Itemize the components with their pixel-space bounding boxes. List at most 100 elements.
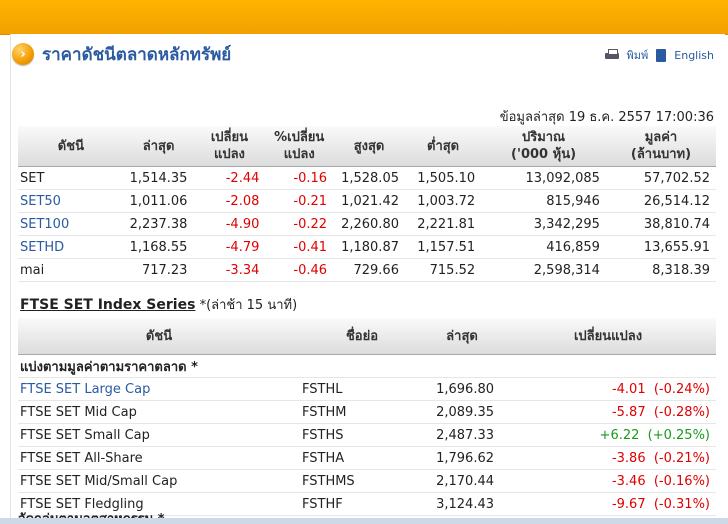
ftse-last: 2,170.44 bbox=[424, 469, 500, 493]
table-row: SETHD 1,168.55 -4.79 -0.41 1,180.87 1,157.51 4… bbox=[18, 235, 716, 259]
ftse-symbol: FSTHMS bbox=[300, 469, 424, 493]
cell-vol: 815,946 bbox=[481, 189, 606, 213]
column-header: มูลค่า (ล้านบาท) bbox=[605, 126, 716, 167]
ftse-change: +6.22 (+0.25%) bbox=[500, 423, 716, 447]
cell-high: 1,180.87 bbox=[333, 235, 405, 259]
print-link[interactable]: พิมพ์ bbox=[626, 49, 649, 62]
column-header: สูงสุด bbox=[333, 126, 405, 167]
column-header-line2: (ล้านบาท) bbox=[630, 147, 692, 162]
cell-pct: -0.22 bbox=[265, 212, 334, 236]
ftse-index-name: FTSE SET All-Share bbox=[18, 446, 300, 470]
table-row: SET100 2,237.38 -4.90 -0.22 2,260.80 2,221.81… bbox=[18, 212, 716, 236]
ftse-change: -9.67 (-0.31%) bbox=[500, 492, 716, 516]
horizontal-scrollbar[interactable] bbox=[0, 518, 728, 524]
table-row: mai 717.23 -3.34 -0.46 729.66 715.52 2,598,314… bbox=[18, 258, 716, 282]
index-name: SET bbox=[18, 166, 124, 190]
cell-last: 717.23 bbox=[123, 258, 194, 282]
cell-pct: -0.41 bbox=[265, 235, 334, 259]
cell-chg: -2.08 bbox=[193, 189, 266, 213]
table-row: FTSE SET All-Share FSTHA 1,796.62 -3.86 (-0… bbox=[18, 446, 716, 470]
ftse-symbol: FSTHF bbox=[300, 492, 424, 516]
ftse-section-heading: FTSE SET Index Series *(ล่าช้า 15 นาที) bbox=[20, 294, 297, 315]
ftse-table: ดัชนี ชื่อย่อ ล่าสุด เปลี่ยนแปลง แบ่งตามมูล… bbox=[18, 318, 716, 516]
ftse-symbol: FSTHS bbox=[300, 423, 424, 447]
column-header: ล่าสุด bbox=[123, 126, 194, 167]
index-name[interactable]: SETHD bbox=[18, 235, 124, 259]
ftse-last: 1,696.80 bbox=[424, 377, 500, 401]
ftse-group-label: แบ่งตามมูลค่าตามราคาตลาด * bbox=[18, 354, 716, 378]
cell-vol: 2,598,314 bbox=[481, 258, 606, 282]
ftse-change-percent: (-0.21%) bbox=[653, 450, 710, 466]
table-row: SET50 1,011.06 -2.08 -0.21 1,021.42 1,003.72 8… bbox=[18, 189, 716, 213]
ftse-column-header: ชื่อย่อ bbox=[300, 318, 424, 355]
ftse-index-name: FTSE SET Mid/Small Cap bbox=[18, 469, 300, 493]
column-header: ปริมาณ ('000 หุ้น) bbox=[481, 126, 606, 167]
ftse-change-value: -3.86 bbox=[611, 450, 646, 466]
cell-pct: -0.16 bbox=[265, 166, 334, 190]
ftse-index-name: FTSE SET Fledgling bbox=[18, 492, 300, 516]
ftse-last: 2,089.35 bbox=[424, 400, 500, 424]
index-name: mai bbox=[18, 258, 124, 282]
cell-high: 1,021.42 bbox=[333, 189, 405, 213]
ftse-last: 1,796.62 bbox=[424, 446, 500, 470]
ftse-change-value: +6.22 bbox=[599, 427, 640, 443]
ftse-change-value: -4.01 bbox=[611, 381, 646, 397]
cell-low: 715.52 bbox=[404, 258, 482, 282]
ftse-change-percent: (+0.25%) bbox=[647, 427, 710, 443]
cell-chg: -4.79 bbox=[193, 235, 266, 259]
ftse-change-percent: (-0.31%) bbox=[653, 496, 710, 512]
table-row: FTSE SET Mid Cap FSTHM 2,089.35 -5.87 (-0.2… bbox=[18, 400, 716, 424]
printer-icon[interactable] bbox=[604, 49, 619, 61]
column-header-line1: ดัชนี bbox=[57, 138, 84, 154]
cell-pct: -0.21 bbox=[265, 189, 334, 213]
table-row: FTSE SET Fledgling FSTHF 3,124.43 -9.67 (-0… bbox=[18, 492, 716, 516]
ftse-heading[interactable]: FTSE SET Index Series bbox=[20, 297, 196, 313]
column-header-line1: ปริมาณ bbox=[521, 130, 566, 145]
index-name[interactable]: SET100 bbox=[18, 212, 124, 236]
cell-high: 2,260.80 bbox=[333, 212, 405, 236]
cell-last: 1,514.35 bbox=[123, 166, 194, 190]
ftse-change: -3.86 (-0.21%) bbox=[500, 446, 716, 470]
column-header-line1: มูลค่า bbox=[644, 130, 678, 145]
arrow-bullet-icon: › bbox=[12, 43, 34, 65]
ftse-last: 2,487.33 bbox=[424, 423, 500, 447]
index-name[interactable]: SET50 bbox=[18, 189, 124, 213]
cell-vol: 13,092,085 bbox=[481, 166, 606, 190]
cell-last: 2,237.38 bbox=[123, 212, 194, 236]
column-header-line1: %เปลี่ยน bbox=[274, 130, 325, 145]
ftse-change-percent: (-0.16%) bbox=[653, 473, 710, 489]
ftse-change: -4.01 (-0.24%) bbox=[500, 377, 716, 401]
cell-high: 1,528.05 bbox=[333, 166, 405, 190]
cell-low: 1,157.51 bbox=[404, 235, 482, 259]
ftse-symbol: FSTHA bbox=[300, 446, 424, 470]
cell-high: 729.66 bbox=[333, 258, 405, 282]
ftse-change-percent: (-0.28%) bbox=[653, 404, 710, 420]
cell-val: 8,318.39 bbox=[605, 258, 716, 282]
cell-last: 1,011.06 bbox=[123, 189, 194, 213]
ftse-change-value: -3.46 bbox=[611, 473, 646, 489]
column-header-line2: แปลง bbox=[283, 147, 315, 162]
column-header-line1: ต่ำสุด bbox=[427, 138, 460, 154]
table-row: FTSE SET Mid/Small Cap FSTHMS 2,170.44 -3.4… bbox=[18, 469, 716, 493]
table-row: SET 1,514.35 -2.44 -0.16 1,528.05 1,505.10 13,… bbox=[18, 166, 716, 190]
column-header-line1: ล่าสุด bbox=[142, 138, 175, 154]
index-table: ดัชนี ล่าสุด เปลี่ยน แปลง %เปลี่ยน แปลง สูงสุด… bbox=[18, 126, 716, 282]
english-doc-icon[interactable] bbox=[656, 48, 667, 62]
ftse-column-header: ล่าสุด bbox=[424, 318, 500, 355]
column-header: ต่ำสุด bbox=[404, 126, 482, 167]
english-link[interactable]: English bbox=[674, 48, 714, 62]
ftse-index-name: FTSE SET Mid Cap bbox=[18, 400, 300, 424]
cell-vol: 3,342,295 bbox=[481, 212, 606, 236]
cell-low: 1,505.10 bbox=[404, 166, 482, 190]
cell-val: 57,702.52 bbox=[605, 166, 716, 190]
cell-val: 38,810.74 bbox=[605, 212, 716, 236]
page-header: › ราคาดัชนีตลาดหลักทรัพย์ bbox=[12, 42, 231, 66]
cell-val: 26,514.12 bbox=[605, 189, 716, 213]
page-tools: พิมพ์ English bbox=[604, 46, 714, 64]
top-banner bbox=[0, 0, 728, 35]
ftse-change: -3.46 (-0.16%) bbox=[500, 469, 716, 493]
ftse-change-value: -9.67 bbox=[611, 496, 646, 512]
table-row: FTSE SET Small Cap FSTHS 2,487.33 +6.22 (+0… bbox=[18, 423, 716, 447]
cell-val: 13,655.91 bbox=[605, 235, 716, 259]
ftse-index-name[interactable]: FTSE SET Large Cap bbox=[18, 377, 300, 401]
